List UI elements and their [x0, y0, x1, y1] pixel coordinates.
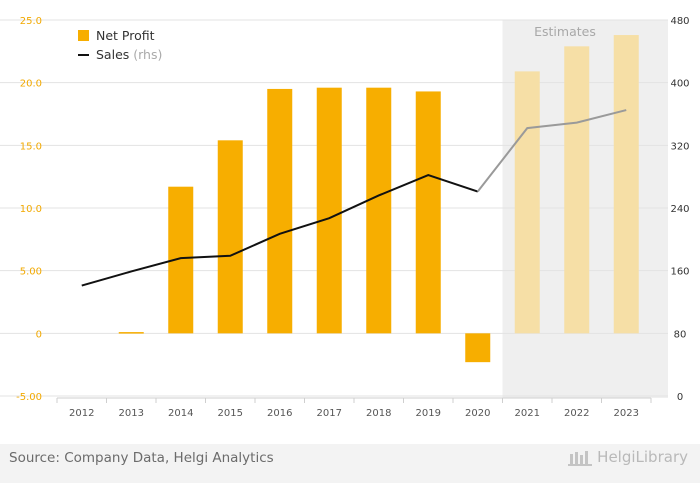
- x-tick-label: 2022: [564, 408, 589, 419]
- y-left-tick-label: 0: [36, 329, 42, 340]
- legend: Net Profit Sales (rhs): [78, 28, 162, 62]
- bar-net-profit-2016: [267, 88, 293, 334]
- y-right-tick-label: 80: [674, 329, 687, 340]
- y-right-tick-label: 0: [677, 392, 683, 403]
- bar-net-profit-2022: [564, 46, 590, 334]
- library-icon: [568, 451, 593, 466]
- sales-line: [81, 109, 627, 287]
- bar-net-profit-2019: [415, 91, 441, 334]
- bar-net-profit-2021: [514, 71, 540, 334]
- legend-label-net-profit: Net Profit: [96, 28, 155, 43]
- x-tick-label: 2014: [168, 408, 193, 419]
- x-tick-label: 2021: [515, 408, 540, 419]
- bar-net-profit-2018: [366, 87, 392, 334]
- y-left-tick-label: 25.0: [20, 16, 42, 27]
- y-right-tick-label: 320: [670, 141, 689, 152]
- y-right-tick-label: 160: [670, 267, 689, 278]
- x-tick-label: 2020: [465, 408, 490, 419]
- y-left-tick-label: 15.0: [20, 141, 42, 152]
- legend-swatch-net-profit: [78, 30, 89, 41]
- y-axis-left: 25.0 20.0 15.0 10.0 5.00 0 -5.00: [16, 16, 42, 403]
- y-right-tick-label: 240: [670, 204, 689, 215]
- bar-net-profit-2023: [613, 35, 639, 334]
- x-tick-label: 2019: [416, 408, 441, 419]
- footer-bar: [0, 444, 700, 483]
- y-left-tick-label: -5.00: [16, 392, 42, 403]
- brand-logo: HelgiLibrary: [568, 448, 688, 466]
- bar-net-profit-2013: [118, 332, 144, 334]
- bar-net-profit-2017: [316, 87, 342, 334]
- x-tick-label: 2012: [69, 408, 94, 419]
- legend-sales-note: (rhs): [133, 47, 162, 62]
- sales-line-actual: [81, 174, 479, 287]
- x-axis: 2012 2013 2014 2015 2016 2017 2018 2019 2020 2021…: [56, 397, 652, 419]
- sales-line-estimate: [476, 109, 627, 193]
- x-tick-label: 2018: [366, 408, 391, 419]
- y-left-tick-label: 20.0: [20, 79, 42, 90]
- net-profit-bars: [118, 35, 639, 363]
- x-tick-label: 2013: [119, 408, 144, 419]
- y-right-tick-label: 480: [670, 16, 689, 27]
- y-right-tick-label: 400: [670, 79, 689, 90]
- x-tick-label: 2016: [267, 408, 292, 419]
- y-left-tick-label: 5.00: [20, 267, 42, 278]
- bar-net-profit-2020: [465, 333, 491, 363]
- x-tick-label: 2023: [614, 408, 639, 419]
- chart: Estimates 2012 2013 2014 2015 2016 2017 2018 20…: [0, 16, 690, 419]
- brand-name: HelgiLibrary: [597, 448, 688, 466]
- estimates-label: Estimates: [534, 24, 596, 39]
- legend-label-sales: Sales (rhs): [96, 47, 162, 62]
- x-tick-label: 2017: [317, 408, 342, 419]
- x-tick-label: 2015: [218, 408, 243, 419]
- source-text: Source: Company Data, Helgi Analytics: [9, 450, 274, 466]
- bar-net-profit-2015: [217, 140, 243, 334]
- y-axis-right: 480 400 320 240 160 80 0: [670, 16, 689, 403]
- y-left-tick-label: 10.0: [20, 204, 42, 215]
- legend-sales-name: Sales: [96, 47, 129, 62]
